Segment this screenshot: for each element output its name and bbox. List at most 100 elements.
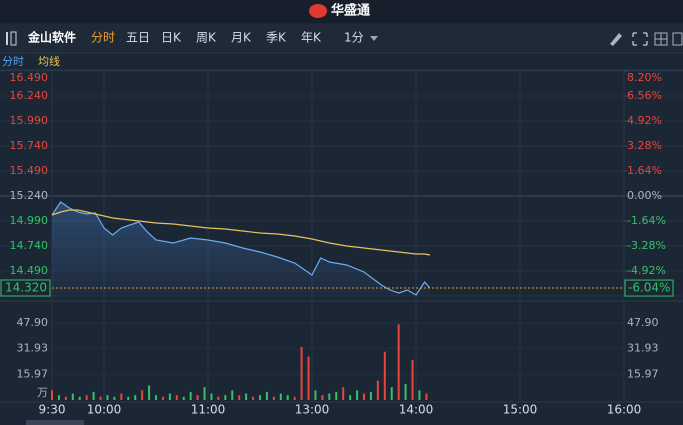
last-price-box bbox=[0, 279, 51, 297]
tab[interactable]: 月K bbox=[231, 31, 252, 45]
volume-bar bbox=[57, 395, 60, 400]
edit-icon[interactable] bbox=[610, 33, 622, 46]
y-tick-label: 14.740 bbox=[10, 239, 49, 252]
y2-tick-label: -4.92% bbox=[627, 264, 666, 277]
x-tick-label: 16:00 bbox=[607, 403, 642, 417]
y-tick-label: 16.240 bbox=[10, 89, 49, 102]
y-tick-label: 14.990 bbox=[10, 214, 49, 227]
y2-tick-label: 0.00% bbox=[627, 189, 662, 202]
volume-bar bbox=[120, 393, 123, 400]
price-area bbox=[52, 202, 430, 296]
volume-bar bbox=[404, 383, 407, 400]
panel-icon[interactable] bbox=[10, 31, 17, 46]
volume-unit: 万 bbox=[37, 386, 48, 399]
volume-bar bbox=[245, 393, 248, 400]
x-tick-label: 10:00 bbox=[87, 403, 122, 417]
volume-bar bbox=[335, 391, 338, 400]
volume-bar bbox=[425, 393, 428, 400]
last-change-box bbox=[624, 279, 674, 297]
volume-bar bbox=[390, 387, 393, 400]
brand: 华盛通 bbox=[331, 3, 370, 19]
y-tick-label: 15.740 bbox=[10, 139, 49, 152]
volume-bar bbox=[369, 391, 372, 400]
volume-bar bbox=[418, 390, 421, 400]
volume-bar bbox=[363, 393, 365, 400]
volume-bar bbox=[342, 387, 345, 400]
y2-tick-label: -1.64% bbox=[627, 214, 666, 227]
price-line bbox=[51, 201, 431, 296]
volume-bar bbox=[328, 393, 331, 400]
volume-bar bbox=[286, 395, 289, 400]
tab[interactable]: 分时 bbox=[91, 31, 115, 45]
volume-bar bbox=[314, 390, 317, 400]
tab[interactable]: 年K bbox=[301, 31, 322, 45]
x-tick-label: 15:00 bbox=[503, 403, 538, 417]
legend-entry: 均线 bbox=[38, 54, 60, 68]
volume-bar bbox=[99, 396, 102, 400]
volume-bar bbox=[272, 396, 275, 400]
panel-icon[interactable] bbox=[6, 32, 8, 45]
last-change-label: -6.04% bbox=[628, 281, 670, 295]
toolbar bbox=[0, 24, 683, 53]
volume-bar bbox=[231, 390, 234, 400]
volume-bar bbox=[217, 396, 220, 400]
dropdown-arrow[interactable] bbox=[370, 36, 378, 41]
volume-bar bbox=[106, 395, 109, 400]
tab[interactable]: 1分 bbox=[344, 31, 364, 45]
volume-bar bbox=[238, 395, 241, 400]
volume-bar bbox=[175, 395, 178, 400]
volume-bar bbox=[168, 393, 171, 400]
title-bar bbox=[0, 0, 683, 23]
volume-bar bbox=[293, 396, 296, 400]
volume-bar bbox=[148, 385, 151, 400]
x-tick-label: 14:00 bbox=[399, 403, 434, 417]
tab[interactable]: 五日 bbox=[126, 31, 150, 45]
volume-bar bbox=[259, 395, 261, 400]
volume-bar bbox=[189, 391, 192, 400]
y2-tick-label: 4.92% bbox=[627, 114, 662, 127]
tab[interactable]: 季K bbox=[266, 31, 287, 45]
volume-tick-label: 31.93 bbox=[627, 342, 659, 355]
y2-tick-label: 1.64% bbox=[627, 164, 662, 177]
volume-tick-label: 47.90 bbox=[17, 316, 49, 329]
volume-bar bbox=[161, 396, 164, 400]
y2-tick-label: 3.28% bbox=[627, 139, 662, 152]
volume-bar bbox=[155, 395, 157, 400]
volume-bar bbox=[356, 390, 359, 400]
expand-icon[interactable] bbox=[632, 32, 648, 46]
volume-bar bbox=[252, 396, 255, 400]
volume-bar bbox=[182, 396, 185, 400]
volume-bar bbox=[64, 396, 67, 400]
volume-bar bbox=[307, 356, 310, 400]
volume-bar bbox=[279, 393, 282, 400]
volume-bar bbox=[92, 391, 95, 400]
volume-tick-label: 15.97 bbox=[627, 367, 659, 380]
volume-bar bbox=[71, 393, 74, 400]
volume-bar bbox=[203, 387, 206, 400]
volume-bar bbox=[141, 390, 144, 400]
volume-tick-label: 15.97 bbox=[17, 367, 49, 380]
volume-bar bbox=[113, 396, 116, 400]
logo bbox=[309, 4, 327, 18]
layout-icon[interactable] bbox=[654, 32, 668, 46]
scrollbar[interactable] bbox=[26, 420, 84, 425]
x-tick-label: 13:00 bbox=[295, 403, 330, 417]
x-tick-label: 9:30 bbox=[39, 403, 66, 417]
window-icon[interactable] bbox=[672, 32, 683, 46]
volume-tick-label: 31.93 bbox=[17, 342, 49, 355]
tab[interactable]: 周K bbox=[196, 31, 217, 45]
volume-bar bbox=[196, 395, 199, 400]
stock-name[interactable]: 金山软件 bbox=[27, 30, 76, 45]
volume-bar bbox=[134, 395, 137, 400]
last-price-label: 14.320 bbox=[5, 281, 47, 295]
volume-bar bbox=[265, 391, 268, 400]
y-tick-label: 15.490 bbox=[10, 164, 49, 177]
y-tick-label: 16.490 bbox=[10, 71, 49, 84]
volume-bar bbox=[78, 396, 81, 400]
volume-bar bbox=[210, 393, 213, 400]
volume-bar bbox=[411, 359, 414, 400]
tab[interactable]: 日K bbox=[161, 31, 182, 45]
volume-bar bbox=[321, 395, 324, 400]
